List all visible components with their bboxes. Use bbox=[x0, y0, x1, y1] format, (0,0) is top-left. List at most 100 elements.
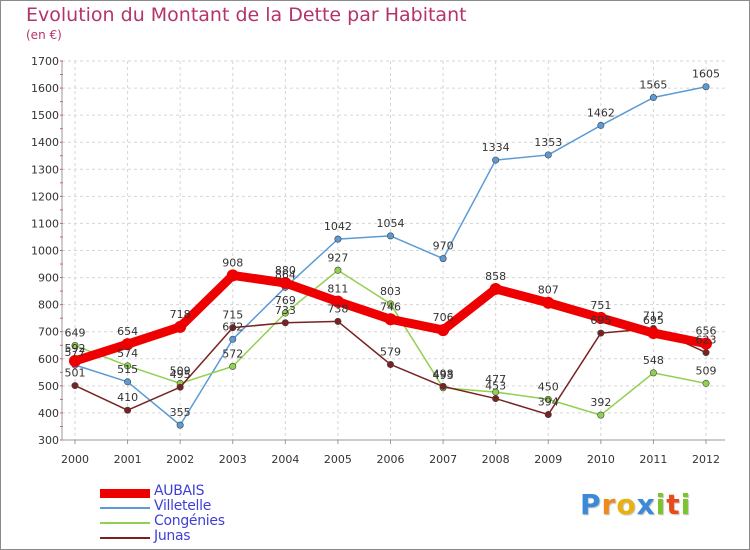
data-label-aubais: 592 bbox=[65, 342, 86, 355]
data-point-congenies bbox=[334, 266, 342, 274]
legend-label-aubais: AUBAIS bbox=[154, 483, 205, 499]
x-tick-label: 2002 bbox=[166, 453, 194, 466]
data-label-aubais: 746 bbox=[380, 300, 401, 313]
data-point-villetelle bbox=[439, 255, 447, 263]
data-point-junas bbox=[386, 360, 394, 368]
data-label-junas: 501 bbox=[65, 367, 86, 380]
data-point-villetelle bbox=[229, 335, 237, 343]
data-label-villetelle: 1605 bbox=[692, 68, 720, 81]
legend-label-villetelle: Villetelle bbox=[154, 498, 212, 514]
data-point-junas bbox=[229, 324, 237, 332]
data-label-junas: 495 bbox=[170, 368, 191, 381]
data-label-villetelle: 355 bbox=[170, 406, 191, 419]
data-label-villetelle: 864 bbox=[275, 268, 296, 281]
data-point-villetelle bbox=[334, 235, 342, 243]
data-point-villetelle bbox=[597, 121, 605, 129]
data-label-aubais: 718 bbox=[170, 308, 191, 321]
x-tick-label: 2009 bbox=[534, 453, 562, 466]
data-label-congenies: 548 bbox=[643, 354, 664, 367]
data-point-aubais bbox=[700, 337, 712, 350]
data-label-congenies: 769 bbox=[275, 294, 296, 307]
x-tick-label: 2001 bbox=[114, 453, 142, 466]
data-point-aubais bbox=[489, 282, 502, 295]
y-tick-label: 1200 bbox=[31, 190, 59, 203]
y-tick-label: 1700 bbox=[31, 55, 59, 68]
data-label-junas: 453 bbox=[485, 380, 506, 393]
data-label-junas: 394 bbox=[538, 396, 559, 409]
data-label-congenies: 477 bbox=[485, 373, 506, 386]
data-point-junas bbox=[702, 349, 710, 357]
data-label-congenies: 574 bbox=[117, 347, 138, 360]
x-tick-label: 2011 bbox=[639, 453, 667, 466]
data-label-congenies: 509 bbox=[696, 364, 717, 377]
y-tick-label: 600 bbox=[38, 353, 59, 366]
data-label-villetelle: 577 bbox=[65, 346, 86, 359]
data-label-congenies: 509 bbox=[170, 364, 191, 377]
data-label-aubais: 880 bbox=[275, 264, 296, 277]
data-point-aubais bbox=[69, 354, 81, 367]
data-point-congenies bbox=[702, 379, 710, 387]
legend-swatch-aubais bbox=[100, 489, 150, 498]
data-label-junas: 695 bbox=[590, 314, 611, 327]
data-point-junas bbox=[124, 406, 132, 414]
data-point-junas bbox=[597, 329, 605, 337]
x-tick-label: 2007 bbox=[429, 453, 457, 466]
y-tick-label: 1300 bbox=[31, 163, 59, 176]
data-point-congenies bbox=[281, 309, 289, 317]
data-point-villetelle bbox=[544, 151, 552, 159]
data-point-junas bbox=[544, 411, 552, 419]
data-label-junas: 715 bbox=[222, 309, 243, 322]
data-label-villetelle: 672 bbox=[222, 320, 243, 333]
data-point-congenies bbox=[386, 300, 394, 308]
x-tick-label: 2010 bbox=[587, 453, 615, 466]
data-label-aubais: 654 bbox=[117, 325, 138, 338]
data-label-villetelle: 1462 bbox=[587, 106, 615, 119]
y-tick-label: 1100 bbox=[31, 217, 59, 230]
data-point-villetelle bbox=[176, 421, 184, 429]
legend-swatch-villetelle bbox=[100, 507, 150, 509]
data-point-aubais bbox=[384, 313, 397, 326]
data-label-junas: 738 bbox=[327, 302, 348, 315]
legend-label-congenies: Congénies bbox=[154, 513, 225, 529]
y-tick-label: 500 bbox=[38, 380, 59, 393]
x-tick-label: 2006 bbox=[377, 453, 405, 466]
data-label-congenies: 803 bbox=[380, 285, 401, 298]
data-label-villetelle: 1042 bbox=[324, 220, 352, 233]
data-point-congenies bbox=[597, 411, 605, 419]
data-label-aubais: 858 bbox=[485, 270, 506, 283]
y-tick-label: 900 bbox=[38, 272, 59, 285]
x-tick-label: 2012 bbox=[692, 453, 720, 466]
data-label-aubais: 706 bbox=[433, 311, 454, 324]
chart-subtitle: (en €) bbox=[26, 28, 62, 42]
data-point-junas bbox=[334, 317, 342, 325]
data-point-villetelle bbox=[124, 378, 132, 386]
data-point-congenies bbox=[544, 395, 552, 403]
data-label-congenies: 927 bbox=[327, 251, 348, 264]
data-label-congenies: 649 bbox=[65, 327, 86, 340]
data-point-aubais bbox=[226, 269, 239, 282]
data-point-aubais bbox=[331, 295, 344, 308]
data-label-junas: 498 bbox=[433, 367, 454, 380]
logo-letter: o bbox=[616, 488, 637, 521]
y-tick-label: 400 bbox=[38, 407, 59, 420]
y-tick-label: 300 bbox=[38, 434, 59, 447]
chart-title: Evolution du Montant de la Dette par Hab… bbox=[26, 4, 467, 26]
data-label-junas: 623 bbox=[696, 334, 717, 347]
data-label-villetelle: 1353 bbox=[534, 136, 562, 149]
x-tick-label: 2000 bbox=[61, 453, 89, 466]
data-point-junas bbox=[176, 383, 184, 391]
data-label-aubais: 751 bbox=[590, 299, 611, 312]
data-label-villetelle: 1334 bbox=[482, 141, 510, 154]
data-label-junas: 410 bbox=[117, 391, 138, 404]
x-tick-label: 2004 bbox=[271, 453, 299, 466]
legend-label-junas: Junas bbox=[154, 528, 191, 544]
y-tick-label: 700 bbox=[38, 326, 59, 339]
data-label-junas: 733 bbox=[275, 304, 296, 317]
data-point-congenies bbox=[124, 362, 132, 370]
data-label-junas: 712 bbox=[643, 309, 664, 322]
logo-letter: t bbox=[666, 488, 681, 521]
data-point-junas bbox=[281, 319, 289, 327]
data-label-congenies: 572 bbox=[222, 347, 243, 360]
y-tick-label: 1000 bbox=[31, 245, 59, 258]
